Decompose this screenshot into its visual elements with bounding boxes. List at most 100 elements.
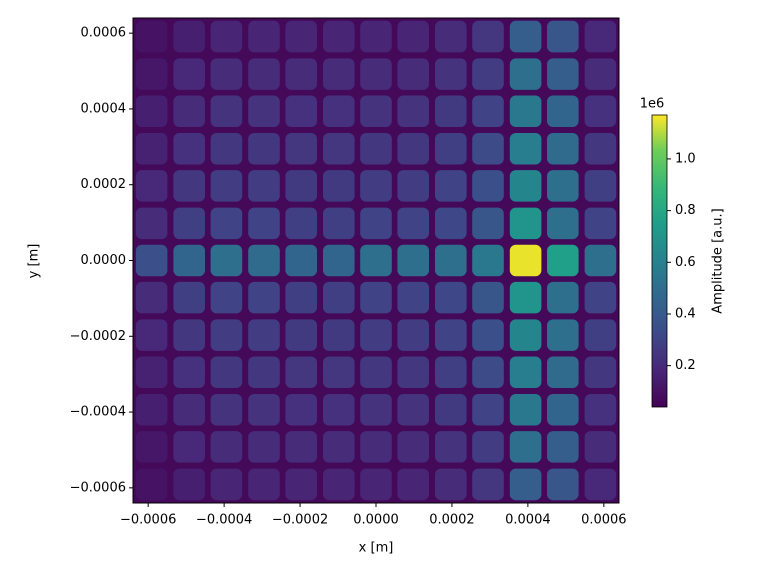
heatmap-cell [173, 356, 205, 389]
heatmap-cell [210, 95, 243, 127]
heatmap-cell [248, 170, 280, 202]
heatmap-cell [397, 394, 430, 426]
heatmap-cell [509, 431, 542, 463]
heatmap-cell [397, 132, 430, 165]
heatmap-cell [360, 319, 392, 351]
heatmap-cell [397, 244, 430, 277]
heatmap-cell [509, 95, 542, 127]
heatmap-cell [322, 58, 355, 90]
heatmap-cell [509, 20, 542, 53]
heatmap-cell [173, 281, 205, 314]
heatmap-cell [285, 244, 317, 277]
heatmap-cell [472, 58, 504, 90]
heatmap-cell [173, 319, 205, 351]
heatmap-cell [360, 244, 392, 277]
heatmap-cell [397, 20, 430, 53]
heatmap-cell [584, 468, 617, 501]
heatmap-cell [322, 170, 355, 202]
heatmap-cell [322, 319, 355, 351]
colorbar-tick-label: 0.6 [675, 255, 696, 270]
heatmap-cell [584, 394, 617, 426]
heatmap-cell [285, 132, 317, 165]
heatmap-cell [360, 207, 392, 240]
heatmap-cell [472, 394, 504, 426]
heatmap-cell [397, 95, 430, 127]
heatmap-cell [248, 207, 280, 240]
heatmap-cell [360, 95, 392, 127]
x-tick-label: 0.0002 [429, 513, 475, 528]
heatmap-cell [173, 132, 205, 165]
heatmap-cell [285, 431, 317, 463]
heatmap-cell [173, 95, 205, 127]
heatmap-cell [584, 207, 617, 240]
heatmap-cell [547, 58, 579, 90]
heatmap-cell [584, 281, 617, 314]
heatmap-cell [248, 58, 280, 90]
x-axis-label: x [m] [359, 541, 394, 556]
heatmap-cell [248, 132, 280, 165]
heatmap-cell [285, 207, 317, 240]
heatmap-cell [135, 319, 168, 351]
heatmap-cell [285, 356, 317, 389]
heatmap-cell [360, 356, 392, 389]
colorbar [651, 114, 668, 408]
colorbar-offset: 1e6 [640, 97, 665, 112]
heatmap-cell [435, 20, 467, 53]
heatmap-cell [360, 431, 392, 463]
heatmap-cell [285, 95, 317, 127]
heatmap-cell [135, 170, 168, 202]
heatmap-cell [435, 468, 467, 501]
heatmap-cell [285, 319, 317, 351]
heatmap-cell [435, 394, 467, 426]
heatmap-cell [397, 58, 430, 90]
heatmap-cell [285, 468, 317, 501]
heatmap-cell [397, 319, 430, 351]
heatmap-cell [435, 319, 467, 351]
heatmap-cell [322, 95, 355, 127]
heatmap-cell [322, 20, 355, 53]
heatmap-cell [472, 170, 504, 202]
heatmap-cell [285, 281, 317, 314]
y-tick-label: −0.0002 [70, 329, 126, 344]
heatmap-cell [210, 394, 243, 426]
heatmap-cell [547, 431, 579, 463]
heatmap-cell [360, 394, 392, 426]
heatmap-cell [584, 132, 617, 165]
heatmap-cell [509, 132, 542, 165]
heatmap-cell [547, 468, 579, 501]
heatmap-cells [135, 20, 617, 501]
y-tick-label: −0.0006 [70, 480, 126, 495]
heatmap-cell [360, 170, 392, 202]
colorbar-tick-label: 0.4 [675, 306, 696, 321]
heatmap-cell [360, 20, 392, 53]
x-tick-label: 0.0006 [581, 513, 627, 528]
heatmap-cell [248, 356, 280, 389]
heatmap-cell [509, 356, 542, 389]
heatmap-cell [584, 20, 617, 53]
x-tick-label: 0.0004 [505, 513, 551, 528]
heatmap-cell [509, 394, 542, 426]
heatmap-cell [584, 319, 617, 351]
heatmap-cell [173, 244, 205, 277]
heatmap-cell [547, 244, 579, 277]
heatmap-cell [285, 58, 317, 90]
heatmap-cell [360, 58, 392, 90]
y-tick-label: 0.0000 [81, 253, 127, 268]
heatmap-cell [135, 207, 168, 240]
heatmap-cell [360, 281, 392, 314]
heatmap-cell [210, 468, 243, 501]
heatmap-cell [397, 170, 430, 202]
heatmap-cell [135, 132, 168, 165]
heatmap-cell [322, 281, 355, 314]
heatmap-cell [435, 281, 467, 314]
heatmap-cell [547, 95, 579, 127]
colorbar-tick-label: 0.2 [675, 358, 696, 373]
heatmap-cell [285, 20, 317, 53]
heatmap-cell [135, 281, 168, 314]
heatmap-cell [210, 20, 243, 53]
heatmap-cell [248, 20, 280, 53]
heatmap-cell [397, 207, 430, 240]
heatmap-cell [135, 468, 168, 501]
heatmap-cell [584, 244, 617, 277]
